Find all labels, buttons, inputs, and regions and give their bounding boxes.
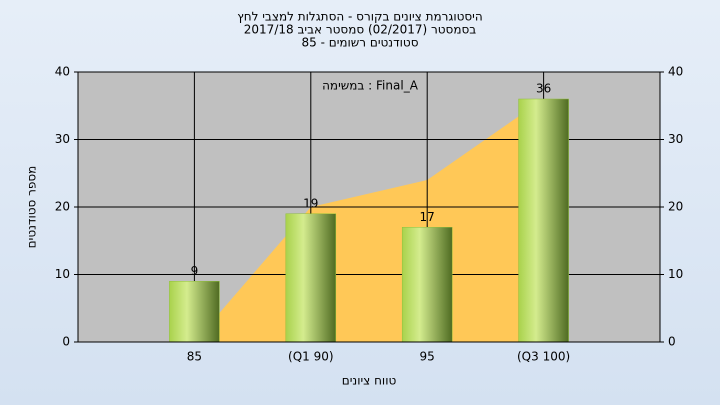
chart-subtitle: סטודנטים רשומים - 85 <box>301 36 418 50</box>
y-tick-label: 0 <box>62 335 70 349</box>
y-tick-label: 20 <box>55 200 70 214</box>
y2-tick-label: 30 <box>668 132 683 146</box>
plot-border <box>77 71 661 343</box>
value-label: 17 <box>420 210 435 224</box>
x-tick-label: (Q3 100) <box>517 350 570 364</box>
bar <box>169 281 220 343</box>
area <box>194 99 544 342</box>
y2-tick-label: 10 <box>668 267 683 281</box>
chart-title: היסטוגרמת ציונים בקורס - הסתגלות למצבי ל… <box>237 10 482 24</box>
value-label: 19 <box>303 196 318 210</box>
bar <box>401 227 453 343</box>
y-axis-label: מספר סטודנטים <box>25 166 39 249</box>
bar <box>518 98 569 343</box>
y-tick-label: 40 <box>55 65 70 79</box>
x-tick-label: (Q1 90) <box>288 350 334 364</box>
x-axis-label: טווח ציונים <box>342 374 397 388</box>
y-tick-label: 10 <box>55 267 70 281</box>
x-tick-label: 85 <box>187 350 202 364</box>
value-label: 9 <box>191 264 199 278</box>
annotation: במשימה : Final_A <box>322 79 419 93</box>
bar <box>285 213 337 343</box>
y2-tick-label: 0 <box>668 335 676 349</box>
y2-tick-label: 40 <box>668 65 683 79</box>
x-tick-label: 95 <box>420 350 435 364</box>
y-tick-label: 30 <box>55 132 70 146</box>
y2-tick-label: 20 <box>668 200 683 214</box>
value-label: 36 <box>536 82 551 96</box>
chart-subtitle: בסמסטר (02/2017) סמסטר אביב 2017/18 <box>244 23 476 37</box>
